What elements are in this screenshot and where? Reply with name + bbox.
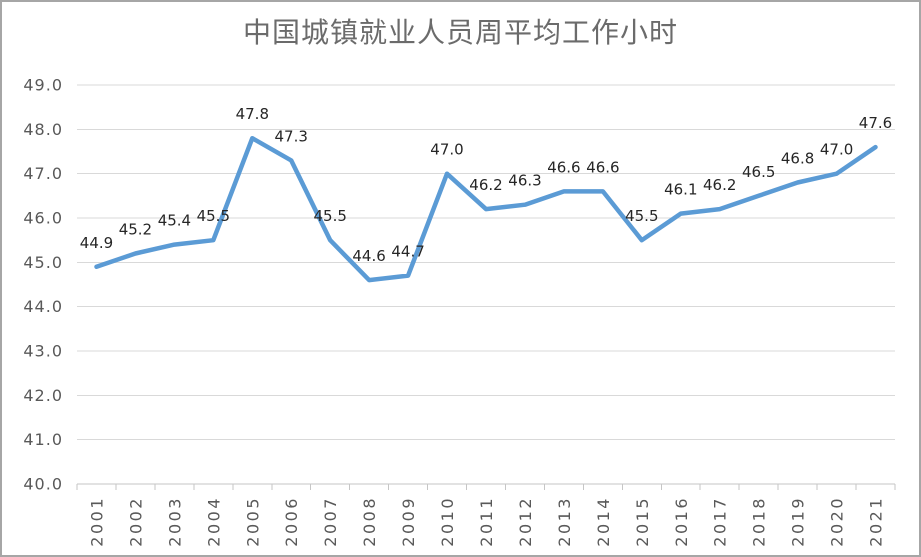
x-tick-label: 2009 <box>399 496 418 547</box>
data-label: 47.8 <box>236 105 269 123</box>
x-tick-label: 2017 <box>711 496 730 547</box>
y-tick-label: 45.0 <box>23 253 63 272</box>
x-axis-labels: 2001 2002 2003 2004 2005 2006 2007 2008 2009 2010… <box>88 496 886 547</box>
data-label: 46.1 <box>664 181 697 199</box>
y-tick-label: 43.0 <box>23 342 63 361</box>
y-tick-label: 41.0 <box>23 430 63 449</box>
y-axis-labels: 40.0 41.0 42.0 43.0 44.0 45.0 46.0 47.0 48.0 49.0 <box>23 76 63 494</box>
x-tick-label: 2008 <box>360 496 379 547</box>
x-tick-label: 2016 <box>672 496 691 547</box>
y-tick-label: 40.0 <box>23 475 63 494</box>
y-tick-label: 49.0 <box>23 76 63 95</box>
x-tick-label: 2010 <box>438 496 457 547</box>
data-label: 45.2 <box>119 221 152 239</box>
series-line <box>94 135 878 283</box>
y-tick-label: 42.0 <box>23 386 63 405</box>
data-label: 46.2 <box>703 176 736 194</box>
data-label: 45.5 <box>313 207 346 225</box>
x-tick-label: 2012 <box>516 496 535 547</box>
data-label: 46.5 <box>742 163 775 181</box>
y-tick-label: 46.0 <box>23 209 63 228</box>
x-tick-label: 2003 <box>165 496 184 547</box>
data-label: 45.5 <box>625 207 658 225</box>
data-labels: 44.9 45.2 45.4 45.5 47.8 47.3 45.5 44.6 44.7 47.0… <box>80 105 892 265</box>
y-tick-label: 44.0 <box>23 297 63 316</box>
data-label: 44.7 <box>391 243 424 261</box>
data-label: 47.0 <box>430 141 463 159</box>
x-tick-label: 2002 <box>126 496 145 547</box>
x-tick-label: 2021 <box>867 496 886 547</box>
x-tick-label: 2001 <box>88 496 107 547</box>
y-tick-label: 48.0 <box>23 120 63 139</box>
x-tick-label: 2005 <box>243 496 262 547</box>
data-label: 46.6 <box>586 158 619 176</box>
x-tick-label: 2013 <box>555 496 574 547</box>
x-tick-label: 2006 <box>282 496 301 547</box>
data-label: 47.6 <box>859 114 892 132</box>
data-label: 45.4 <box>158 212 191 230</box>
data-label: 44.9 <box>80 234 113 252</box>
x-tick-label: 2011 <box>477 496 496 547</box>
chart-title: 中国城镇就业人员周平均工作小时 <box>242 16 678 49</box>
data-label: 44.6 <box>352 247 385 265</box>
x-tick-label: 2018 <box>750 496 769 547</box>
data-label: 47.3 <box>274 127 307 145</box>
data-label: 46.8 <box>781 150 814 168</box>
data-label: 46.3 <box>508 172 541 190</box>
data-label: 47.0 <box>820 141 853 159</box>
x-tick-label: 2019 <box>789 496 808 547</box>
x-tick-label: 2014 <box>594 496 613 547</box>
x-tick-label: 2020 <box>828 496 847 547</box>
x-tick-label: 2004 <box>204 496 223 547</box>
x-axis <box>76 483 896 490</box>
gridlines <box>77 84 895 441</box>
data-label: 46.6 <box>547 158 580 176</box>
y-tick-label: 47.0 <box>23 164 63 183</box>
x-tick-label: 2015 <box>633 496 652 547</box>
data-label: 45.5 <box>197 207 230 225</box>
data-label: 46.2 <box>469 176 502 194</box>
x-tick-label: 2007 <box>321 496 340 547</box>
